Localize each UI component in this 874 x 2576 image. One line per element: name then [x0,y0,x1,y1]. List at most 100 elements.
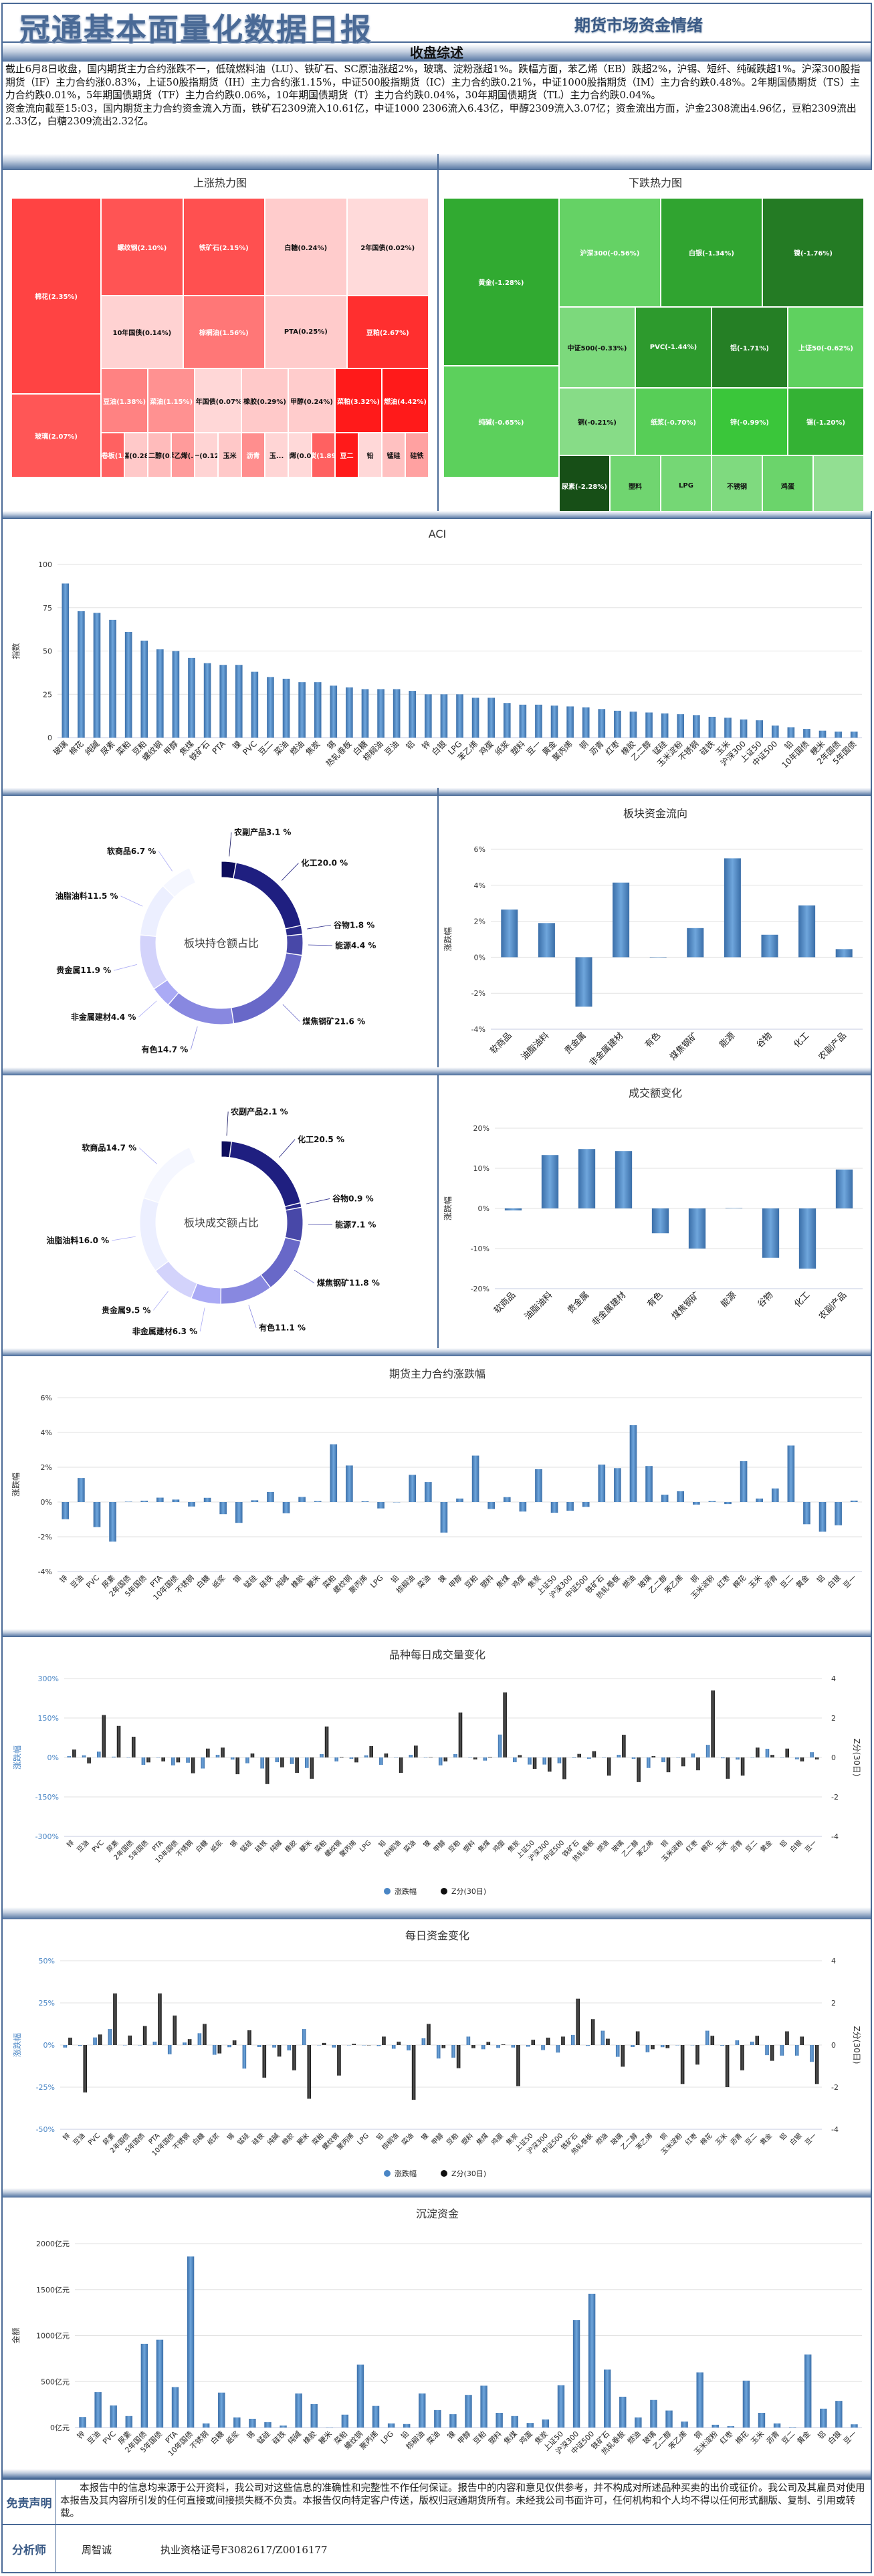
section-bar-heatmaps [3,154,871,170]
value-bar [742,2380,750,2428]
zscore-bar [518,1755,522,1757]
x-tick-label: 红枣 [683,2131,699,2147]
report-header: 冠通基本面量化数据日报 期货市场资金情绪 [3,4,871,47]
value-bar [251,671,259,738]
down-heatmap-panel: 下跌热力图 黄金(-1.28%) 纯碱(-0.65%) 沪深300(-0.56%) 白… [439,170,872,517]
x-tick-label: 甲醇 [161,739,180,758]
y-tick-label: 2% [474,918,485,926]
zscore-bar [262,2045,267,2078]
legend-swatch-black [441,1888,447,1895]
zscore-bar [307,2045,312,2099]
zscore-bar [814,2045,819,2084]
value-bar [651,1208,669,1234]
heatmap-cell: 豆粕(2.67%) [346,296,429,368]
donut-slice [260,1237,302,1288]
x-tick-label: 煤焦钢矿 [668,1031,699,1062]
slice-label: 化工20.5 % [298,1134,344,1144]
zscore-bar [473,1757,477,1759]
value-bar [693,1502,700,1505]
value-bar [645,1466,653,1502]
value-bar [727,2426,735,2428]
x-tick-label: 橡胶 [280,2131,296,2147]
value-bar [260,1757,264,1769]
zscore-bar [352,2044,356,2045]
value-bar [736,1757,740,1760]
x-tick-label: 橡胶 [283,1838,298,1854]
x-tick-label: 橡胶 [301,2429,318,2446]
turnover-share-donut: 农副产品2.1 % 化工20.5 % 谷物0.9 % 能源7.1 % 煤焦钢矿11.8 … [46,1106,379,1336]
y2-axis-label: Z分(30日) [852,1739,861,1777]
y-tick-label: -25% [36,2083,55,2092]
value-bar [503,1497,511,1502]
zscore-bar [369,1745,373,1757]
x-tick-label: 纯碱 [268,1838,284,1854]
y-tick-label: 50% [39,1957,55,1965]
zscore-bar [635,2031,640,2045]
zscore-bar [576,1998,580,2045]
value-bar [756,720,763,738]
slice-label: 谷物1.8 % [334,920,374,930]
value-bar [542,1757,547,1765]
value-bar [761,934,778,958]
x-tick-label: 不锈钢 [175,1838,195,1858]
x-tick-label: PVC [241,739,259,757]
y2-tick-label: 0 [831,1753,836,1762]
y-axis-label: 涨跌幅 [11,1473,21,1497]
zscore-bar [681,1757,685,1767]
y-tick-label: 500亿元 [41,2377,70,2386]
x-tick-label: 锰硅 [238,1838,253,1854]
x-tick-label: 锡 [225,2131,236,2142]
heatmap-cell: LPG [660,455,712,517]
value-bar [773,2423,781,2428]
value-bar [487,697,495,738]
value-bar [346,1465,353,1502]
value-bar [466,2036,471,2045]
value-bar [330,1444,338,1502]
value-bar [249,2418,256,2428]
x-tick-label: 粳米 [316,2429,333,2446]
value-bar [403,2424,411,2428]
value-bar [109,1502,116,1542]
value-bar [691,1753,695,1757]
zscore-bar [785,1748,790,1757]
y-tick-label: 0% [43,2041,55,2050]
section-bar-sector-hold [3,788,871,796]
value-bar [498,1734,502,1757]
value-bar [63,2045,68,2048]
value-bar [687,928,704,958]
y-tick-label: 25% [39,1999,55,2008]
value-bar [62,583,70,738]
value-bar [619,2396,627,2428]
y-tick-label: 50 [43,647,52,656]
heatmap-cell: 铅 [358,433,383,477]
x-tick-label: 锡 [245,2429,257,2441]
value-bar [202,2423,210,2428]
value-bar [82,1755,86,1757]
value-bar [203,1497,211,1502]
x-tick-label: 纯碱 [83,739,101,757]
x-tick-label: 尿素 [99,739,117,757]
x-tick-label: 软商品 [492,1290,518,1315]
value-bar [650,2399,657,2428]
x-tick-label: 豆二 [257,739,275,757]
y2-tick-label: -4 [831,2125,839,2134]
y2-axis-label: Z分(30日) [852,2026,861,2064]
value-bar [631,1757,636,1759]
x-tick-label: 甲醇 [447,1573,463,1590]
value-bar [218,2392,225,2428]
zscore-bar [399,1757,403,1774]
zscore-bar [726,1757,730,1779]
value-bar [379,1757,383,1765]
heatmap-cell: 焦煤(0.28... [124,433,148,477]
value-bar [724,718,732,738]
value-bar [504,1208,522,1210]
zscore-bar [710,2036,715,2045]
x-tick-label: 沥青 [728,2131,744,2147]
heatmap-cell: PTA(0.25%) [265,296,347,368]
value-bar [346,2045,351,2046]
value-bar [575,957,592,1007]
value-bar [282,1502,290,1513]
heatmap-cell: 中证500(-0.33%) [558,307,635,389]
x-tick-label: 橡胶 [289,1573,306,1590]
x-tick-label: 菜油 [272,739,290,757]
